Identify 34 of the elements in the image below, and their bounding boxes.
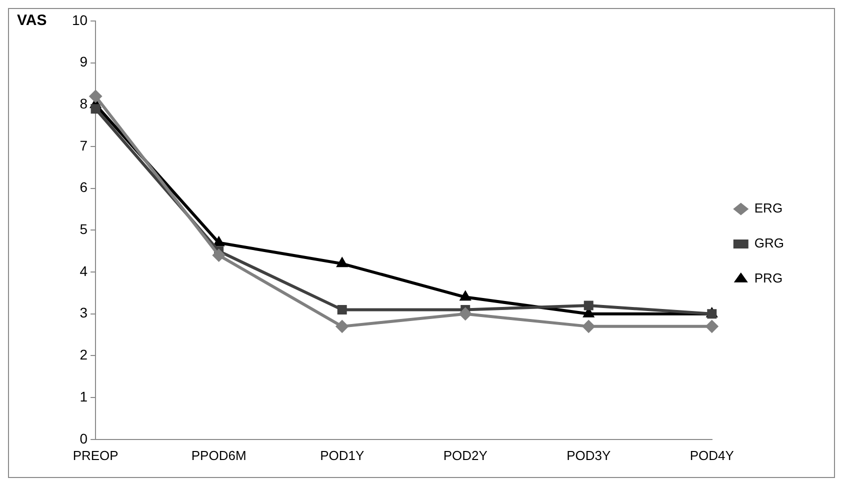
legend-label: GRG [754, 236, 784, 251]
y-tick-label: 4 [80, 262, 88, 279]
y-tick-label: 9 [80, 54, 88, 70]
y-tick-label: 2 [80, 346, 88, 363]
y-tick-label: 0 [80, 430, 88, 446]
x-tick-label: POD2Y [443, 448, 488, 463]
x-tick-label: PPOD6M [191, 448, 246, 463]
point [582, 320, 596, 333]
y-tick-label: 1 [80, 388, 88, 404]
x-tick-label: POD4Y [690, 448, 734, 463]
x-tick-label: POD1Y [320, 448, 364, 463]
point [460, 290, 472, 301]
point [336, 257, 348, 268]
point [90, 104, 100, 114]
y-axis-title: VAS [17, 12, 47, 30]
x-tick-label: PREOP [72, 448, 118, 463]
legend-label: PRG [754, 270, 783, 286]
y-tick-label: 5 [80, 221, 88, 238]
point [213, 236, 225, 246]
y-tick-label: 10 [72, 12, 88, 28]
point [89, 90, 102, 103]
y-tick-label: 7 [80, 137, 88, 154]
y-tick-label: 8 [80, 96, 88, 112]
point [212, 248, 226, 262]
point [337, 304, 347, 314]
point [707, 309, 717, 319]
point [705, 320, 718, 333]
y-tick-label: 6 [80, 179, 88, 196]
x-tick-label: POD3Y [566, 448, 611, 463]
y-tick-label: 3 [80, 304, 88, 321]
point [336, 320, 349, 333]
point [584, 300, 594, 310]
point [458, 307, 472, 320]
legend-label: ERG [754, 200, 783, 216]
